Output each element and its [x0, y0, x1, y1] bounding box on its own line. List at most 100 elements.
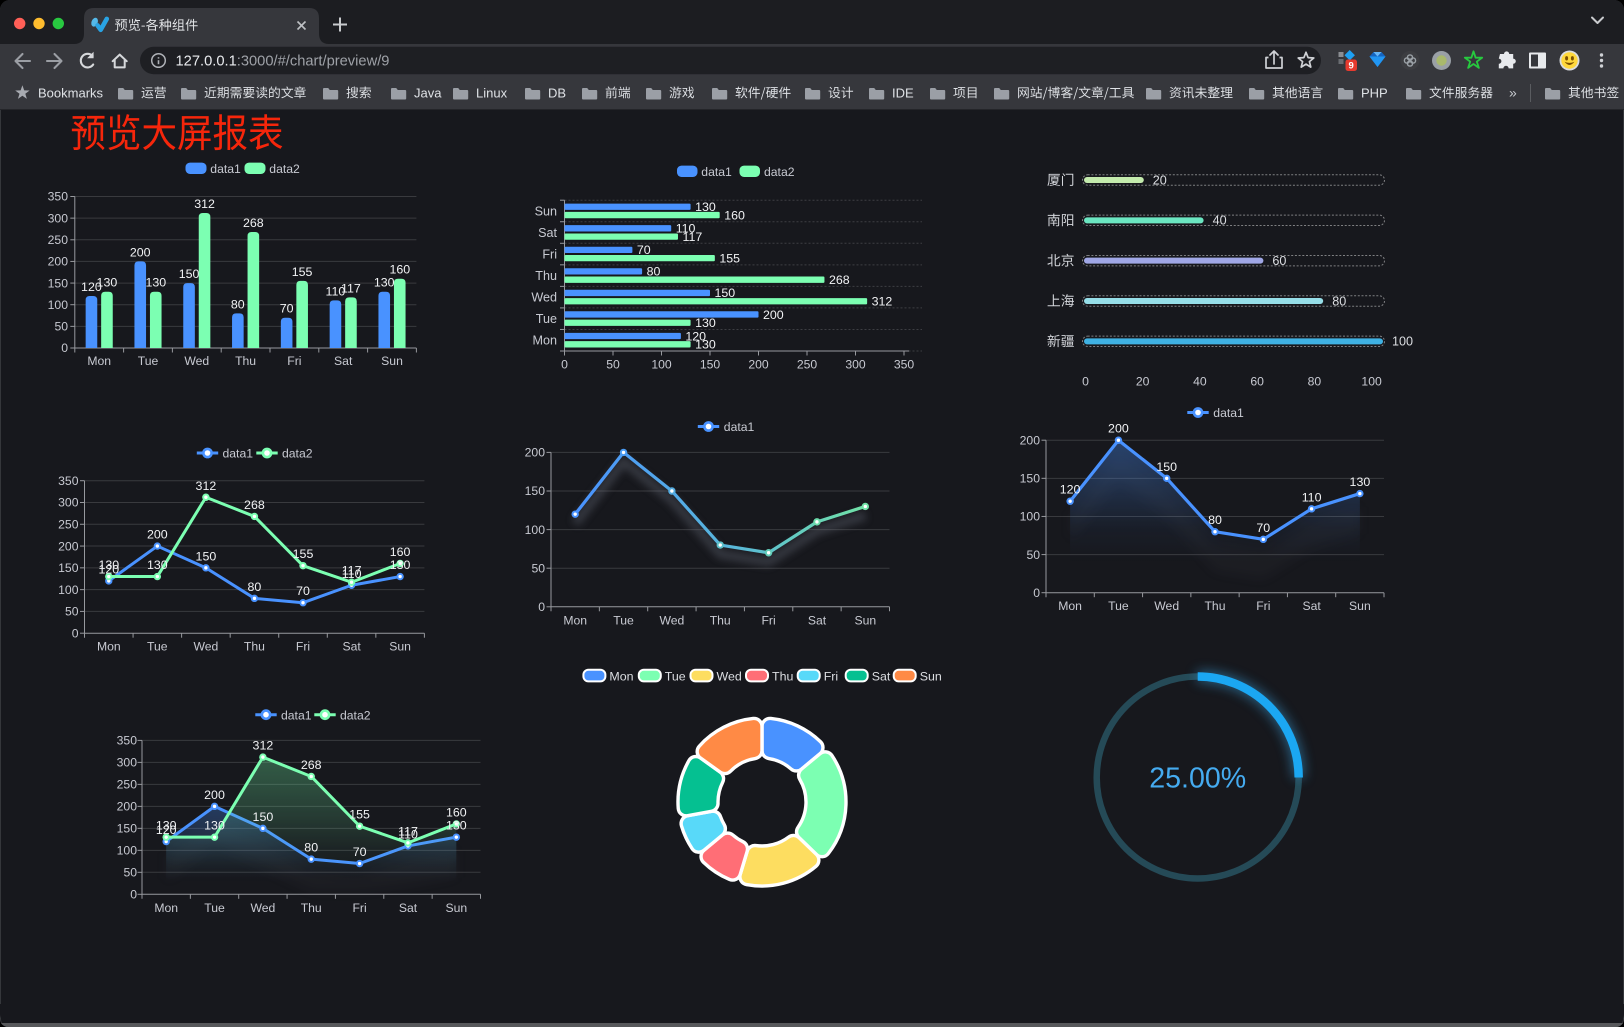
svg-text:160: 160	[446, 805, 467, 819]
svg-text:110: 110	[676, 222, 696, 236]
svg-text:DB: DB	[548, 85, 566, 100]
svg-text:Mon: Mon	[609, 669, 633, 683]
svg-text:0: 0	[1082, 375, 1089, 389]
svg-text:312: 312	[196, 479, 217, 493]
svg-text:150: 150	[117, 822, 138, 836]
svg-text:50: 50	[531, 561, 545, 575]
svg-text:»: »	[1509, 85, 1517, 101]
svg-text:data1: data1	[281, 708, 312, 722]
svg-text:Sun: Sun	[389, 640, 411, 654]
svg-text:Mon: Mon	[533, 334, 558, 348]
svg-text:IDE: IDE	[892, 85, 914, 100]
svg-text:200: 200	[130, 245, 151, 259]
svg-text:150: 150	[525, 484, 546, 498]
svg-text:Sun: Sun	[445, 901, 467, 915]
svg-text:Fri: Fri	[824, 669, 838, 683]
svg-text:312: 312	[194, 197, 215, 211]
svg-text:160: 160	[389, 263, 410, 277]
svg-text:25.00%: 25.00%	[1149, 763, 1246, 795]
svg-text:80: 80	[1332, 294, 1346, 308]
svg-text:130: 130	[695, 316, 716, 330]
svg-text:200: 200	[525, 446, 546, 460]
svg-text:300: 300	[845, 358, 866, 372]
svg-text:110: 110	[326, 284, 346, 298]
svg-text:350: 350	[117, 734, 138, 748]
svg-text:117: 117	[342, 564, 362, 578]
svg-text:Sun: Sun	[381, 354, 403, 368]
svg-text:data1: data1	[724, 420, 755, 434]
svg-text:70: 70	[353, 845, 367, 859]
svg-text:80: 80	[304, 841, 318, 855]
svg-text:250: 250	[797, 358, 818, 372]
svg-text:Wed: Wed	[659, 613, 684, 627]
svg-text:127.0.0.1:3000/#/chart/preview: 127.0.0.1:3000/#/chart/preview/9	[176, 54, 390, 70]
svg-text:Sat: Sat	[399, 901, 418, 915]
svg-text:Tue: Tue	[613, 613, 634, 627]
svg-text:data2: data2	[764, 165, 795, 179]
svg-text:Linux: Linux	[476, 85, 508, 100]
svg-text:Thu: Thu	[301, 901, 322, 915]
svg-text:Tue: Tue	[147, 640, 168, 654]
svg-text:268: 268	[301, 758, 322, 772]
svg-text:160: 160	[390, 545, 411, 559]
svg-text:Sat: Sat	[334, 354, 353, 368]
svg-text:117: 117	[683, 230, 703, 244]
svg-text:150: 150	[58, 561, 79, 575]
svg-text:130: 130	[695, 338, 716, 352]
svg-text:100: 100	[651, 358, 672, 372]
svg-text:Sun: Sun	[535, 204, 557, 218]
svg-text:Thu: Thu	[1204, 599, 1225, 613]
svg-text:Sat: Sat	[872, 669, 891, 683]
svg-text:130: 130	[204, 819, 225, 833]
svg-text:100: 100	[525, 523, 546, 537]
svg-text:120: 120	[156, 823, 177, 837]
svg-text:70: 70	[296, 584, 310, 598]
svg-text:0: 0	[538, 600, 545, 614]
svg-text:0: 0	[1033, 586, 1040, 600]
svg-text:Thu: Thu	[772, 669, 793, 683]
svg-text:40: 40	[1193, 375, 1207, 389]
svg-text:268: 268	[243, 216, 264, 230]
svg-text:120: 120	[685, 329, 706, 343]
svg-text:Tue: Tue	[138, 354, 159, 368]
svg-text:200: 200	[204, 788, 225, 802]
svg-text:117: 117	[398, 824, 418, 838]
svg-text:70: 70	[637, 243, 651, 257]
svg-text:80: 80	[1208, 513, 1222, 527]
svg-text:Tue: Tue	[536, 312, 557, 326]
svg-text:data1: data1	[1213, 406, 1244, 420]
svg-text:250: 250	[48, 233, 69, 247]
svg-text:Bookmarks: Bookmarks	[38, 85, 104, 100]
svg-text:155: 155	[719, 251, 740, 265]
svg-text:data2: data2	[282, 447, 313, 461]
svg-text:130: 130	[695, 200, 716, 214]
svg-text:120: 120	[98, 562, 119, 576]
svg-text:0: 0	[130, 888, 137, 902]
svg-text:150: 150	[196, 549, 217, 563]
svg-text:100: 100	[1020, 510, 1041, 524]
svg-text:250: 250	[117, 778, 138, 792]
svg-text:130: 130	[147, 558, 168, 572]
svg-text:150: 150	[1020, 472, 1041, 486]
svg-text:Mon: Mon	[97, 640, 121, 654]
svg-text:150: 150	[179, 267, 200, 281]
svg-text:Thu: Thu	[235, 354, 256, 368]
svg-text:60: 60	[1250, 375, 1264, 389]
svg-text:Mon: Mon	[154, 901, 178, 915]
svg-text:350: 350	[894, 358, 915, 372]
svg-text:70: 70	[280, 302, 294, 316]
svg-text:Tue: Tue	[665, 669, 686, 683]
svg-text:100: 100	[1361, 375, 1382, 389]
svg-text:200: 200	[763, 308, 784, 322]
svg-text:Fri: Fri	[1256, 599, 1270, 613]
svg-text:130: 130	[1350, 475, 1371, 489]
svg-text:Fri: Fri	[352, 901, 366, 915]
svg-text:Sun: Sun	[854, 613, 876, 627]
svg-text:130: 130	[98, 558, 119, 572]
svg-text:Mon: Mon	[563, 613, 587, 627]
svg-text:Sat: Sat	[1302, 599, 1321, 613]
svg-text:268: 268	[244, 498, 265, 512]
svg-text:0: 0	[561, 358, 568, 372]
svg-text:Wed: Wed	[531, 291, 557, 305]
svg-text:Wed: Wed	[193, 640, 218, 654]
